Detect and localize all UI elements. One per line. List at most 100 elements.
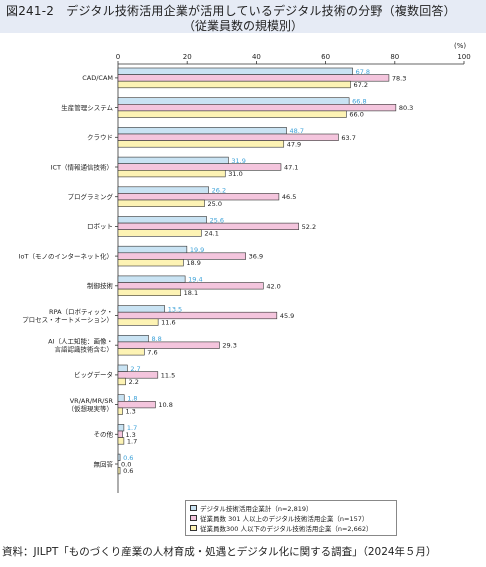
- bar: [117, 127, 287, 135]
- bar: [117, 437, 125, 445]
- data-label: 24.1: [204, 230, 218, 238]
- bar: [117, 74, 390, 82]
- category-label: 生産管理システム: [61, 103, 113, 112]
- data-label: 31.9: [231, 157, 245, 165]
- data-label: 18.9: [186, 259, 200, 267]
- data-label: 52.2: [302, 223, 316, 231]
- bar: [117, 216, 207, 224]
- bar: [117, 110, 347, 118]
- bar: [117, 67, 353, 75]
- bar: [117, 364, 128, 372]
- bar-chart: 0 20 40 60 80 100 CAD/CAM 67.8 78.3 67.2 生産管理システム 6…: [19, 53, 471, 493]
- bar: [117, 371, 159, 379]
- data-label: 46.5: [282, 193, 296, 201]
- data-label: 1.7: [127, 424, 137, 432]
- bar: [117, 252, 246, 260]
- data-label: 2.2: [129, 378, 139, 386]
- legend-swatch-small: [190, 525, 197, 531]
- category-label: プログラミング: [68, 192, 114, 201]
- bar: [117, 453, 121, 462]
- legend-label-small: 従業員数300 人以下のデジタル技術活用企業（n=2,662）: [200, 525, 373, 533]
- category-label: ロボット: [87, 223, 113, 231]
- bar: [117, 170, 226, 178]
- bar: [117, 156, 229, 165]
- category-label: ICT（情報通信技術）: [51, 162, 113, 171]
- bar: [117, 341, 220, 349]
- x-tick-label: 60: [321, 53, 330, 61]
- data-label: 1.3: [125, 431, 135, 439]
- bar: [117, 334, 149, 343]
- bar: [117, 407, 123, 415]
- bar: [117, 80, 351, 89]
- bar: [117, 229, 202, 237]
- bar: [117, 466, 121, 475]
- data-label: 7.6: [147, 348, 157, 356]
- category-label: 無回答: [94, 459, 114, 468]
- data-label: 80.3: [399, 104, 413, 112]
- x-tick-label: 40: [252, 53, 261, 61]
- data-label: 48.7: [290, 127, 304, 135]
- bar: [117, 311, 278, 320]
- bar: [117, 133, 339, 141]
- bar: [117, 163, 282, 171]
- bar: [117, 275, 186, 283]
- category-label: ビッグデータ: [74, 370, 113, 379]
- data-label: 45.9: [280, 312, 294, 320]
- unit-label: (%): [454, 42, 467, 50]
- data-label: 25.0: [208, 200, 222, 208]
- legend-label-large: 従業員数 301 人以上のデジタル技術活用企業（n=157）: [200, 515, 369, 523]
- data-label: 1.3: [125, 408, 135, 416]
- bar: [117, 394, 125, 402]
- x-tick-label: 20: [183, 53, 192, 61]
- category-label: RPA（ロボティック・プロセス・オートメーション）: [22, 308, 113, 324]
- title-band: 図241-2 デジタル技術活用企業が活用しているデジタル技術の分野（複数回答） …: [0, 0, 486, 33]
- data-label: 11.5: [161, 371, 175, 379]
- data-label: 1.7: [127, 437, 137, 445]
- data-label: 67.8: [356, 68, 370, 76]
- data-label: 8.8: [151, 335, 161, 343]
- data-label: 13.5: [168, 305, 182, 313]
- bar: [117, 186, 209, 194]
- data-label: 47.1: [284, 164, 298, 172]
- data-label: 11.6: [161, 319, 175, 327]
- data-label: 18.1: [184, 289, 198, 297]
- x-tick-label: 80: [390, 53, 399, 61]
- bar: [117, 193, 280, 201]
- bar: [117, 97, 350, 105]
- data-label: 19.4: [188, 276, 202, 284]
- bar: [117, 348, 145, 356]
- data-label: 2.7: [130, 365, 140, 373]
- data-label: 10.8: [158, 401, 172, 409]
- data-label: 67.2: [354, 81, 368, 89]
- category-label: その他: [94, 430, 114, 439]
- category-label: VR/AR/MR/SR （仮想現実等）: [68, 397, 114, 413]
- x-tick-label: 0: [116, 53, 120, 61]
- category-label: AI（人工知能：画像・言語認識技術含む）: [48, 337, 113, 354]
- data-label: 29.3: [222, 342, 236, 350]
- data-label: 63.7: [341, 134, 355, 142]
- bar: [117, 288, 181, 297]
- chart-title: 図241-2 デジタル技術活用企業が活用しているデジタル技術の分野（複数回答）: [6, 4, 456, 18]
- bar: [117, 222, 299, 231]
- x-tick-label: 100: [457, 53, 470, 61]
- bar: [117, 377, 126, 386]
- bar: [117, 245, 188, 254]
- chart-subtitle: （従業員数の規模別）: [182, 19, 303, 33]
- legend-swatch-large: [190, 515, 197, 521]
- bar: [117, 282, 264, 290]
- data-label: 31.0: [228, 170, 242, 178]
- data-label: 78.3: [392, 74, 406, 82]
- data-label: 36.9: [249, 253, 263, 261]
- data-label: 66.8: [352, 98, 366, 106]
- legend: デジタル技術活用企業計（n=2,819） 従業員数 301 人以上のデジタル技術…: [185, 500, 397, 536]
- data-label: 0.6: [123, 467, 133, 475]
- data-label: 19.9: [190, 246, 204, 254]
- legend-swatch-total: [190, 505, 197, 511]
- data-label: 26.2: [212, 187, 226, 195]
- data-label: 0.6: [123, 454, 133, 462]
- legend-label-total: デジタル技術活用企業計（n=2,819）: [200, 505, 313, 513]
- bar: [117, 400, 156, 409]
- data-label: 47.9: [287, 140, 301, 148]
- data-label: 25.6: [210, 216, 224, 224]
- bar: [117, 199, 205, 207]
